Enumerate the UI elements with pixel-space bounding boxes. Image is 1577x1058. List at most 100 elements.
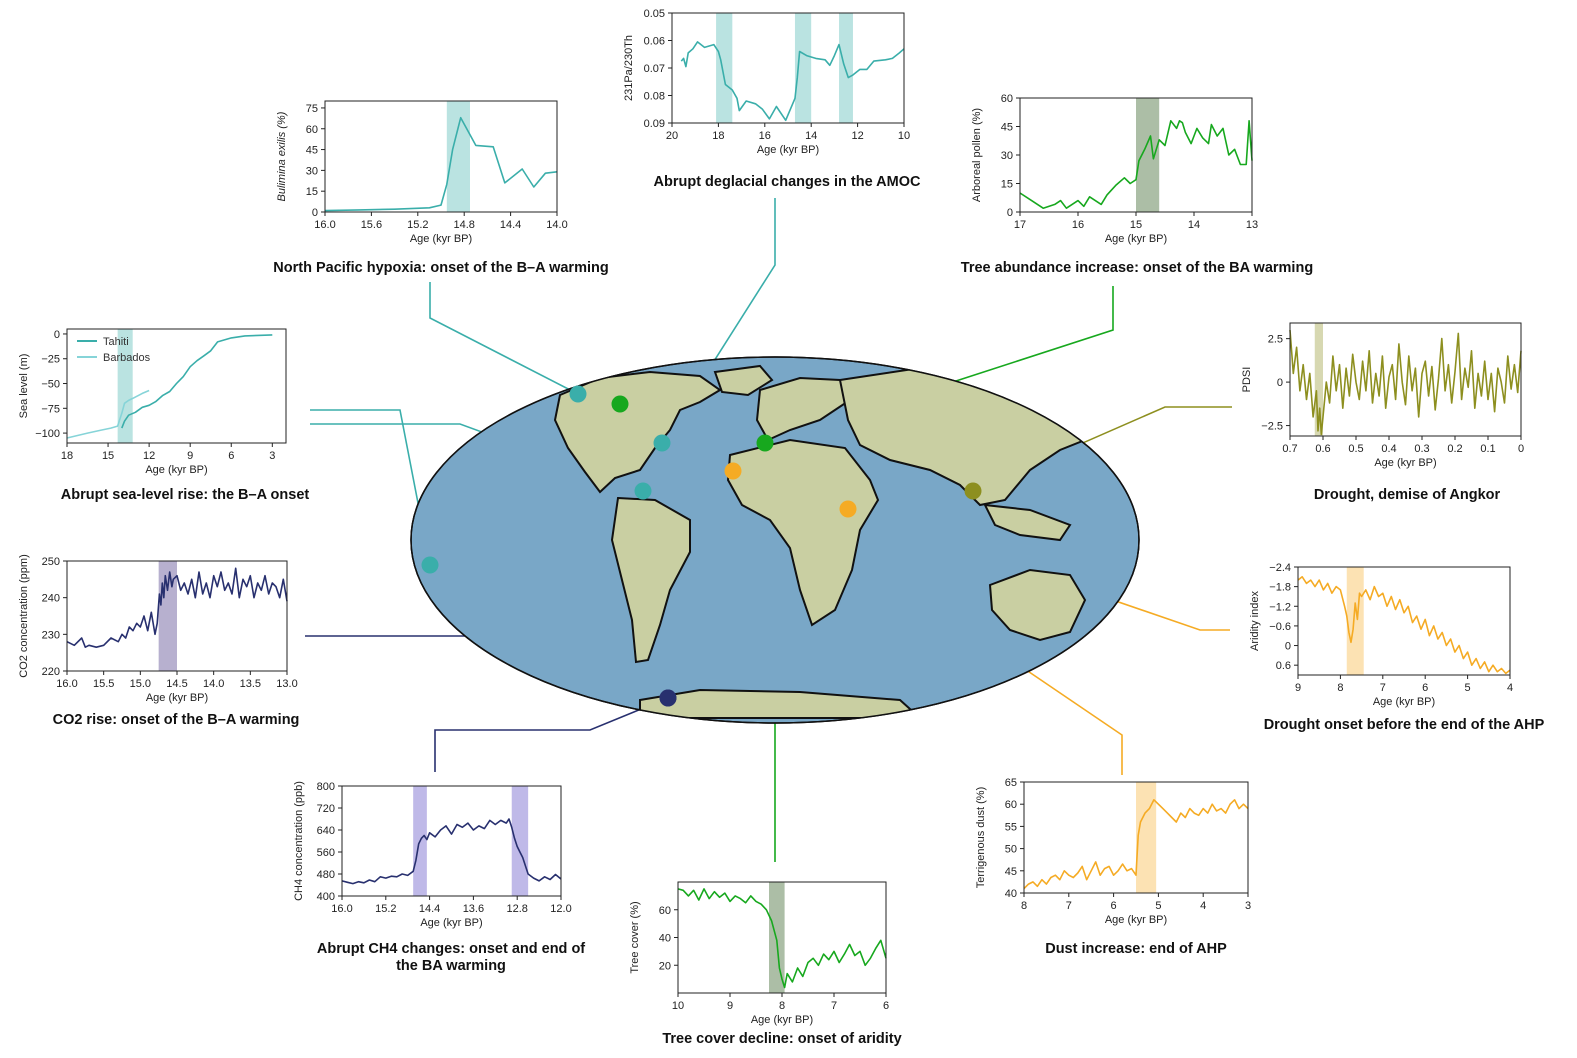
x-tick-label: 0.2: [1447, 443, 1462, 455]
y-tick-label: 60: [659, 905, 671, 917]
site-marker-pdsi: [964, 482, 982, 500]
y-tick-label: 220: [42, 666, 60, 678]
x-tick-label: 14: [805, 130, 817, 142]
connector-bulimina: [429, 282, 579, 395]
y-tick-label: −1.2: [1269, 601, 1291, 613]
x-tick-label: 3: [269, 450, 275, 462]
panel-title: North Pacific hypoxia: onset of the B–A …: [273, 260, 608, 276]
panel-title: Tree cover decline: onset of aridity: [662, 1031, 901, 1047]
chart-amoc: 20 18 16 14 12 10 0.05 0.06 0.07 0.08 0.09 Age (kyr…: [623, 8, 921, 190]
x-tick-label: 12.0: [550, 903, 571, 915]
x-tick-label: 16: [759, 130, 771, 142]
x-axis-label: Age (kyr BP): [1374, 457, 1436, 469]
site-marker-pollen: [756, 434, 774, 452]
panel-title: Dust increase: end of AHP: [1045, 941, 1227, 957]
x-tick-label: 7: [1066, 900, 1072, 912]
landmass-greenland: [713, 364, 774, 397]
x-tick-label: 8: [1337, 682, 1343, 694]
x-tick-label: 5: [1465, 682, 1471, 694]
y-tick-label: 0.6: [1276, 660, 1291, 672]
x-axis-label: Age (kyr BP): [410, 233, 472, 245]
x-tick-label: 16.0: [314, 219, 335, 231]
y-axis-label: Bulimina exilis (%): [276, 111, 288, 201]
legend-entry: Tahiti: [103, 336, 129, 348]
panel-title: Drought onset before the end of the AHP: [1264, 717, 1545, 733]
x-tick-label: 9: [187, 450, 193, 462]
x-tick-label: 6: [1422, 682, 1428, 694]
shaded-band: [1346, 567, 1364, 675]
y-tick-label: 0.09: [644, 118, 665, 130]
y-tick-label: 560: [317, 847, 335, 859]
x-tick-label: 18: [712, 130, 724, 142]
y-tick-label: 0.08: [644, 91, 665, 103]
y-tick-label: 800: [317, 781, 335, 793]
y-tick-label: −1.8: [1269, 582, 1291, 594]
y-tick-label: 230: [42, 629, 60, 641]
panel-title: Drought, demise of Angkor: [1314, 487, 1501, 503]
x-tick-label: 7: [831, 1000, 837, 1012]
y-tick-label: 60: [1001, 93, 1013, 105]
x-tick-label: 15.0: [130, 678, 151, 690]
y-tick-label: −25: [41, 354, 60, 366]
chart-bulimina: 16.0 15.6 15.2 14.8 14.4 14.0 0 15 30 45 60 75 Age (…: [273, 100, 609, 276]
series-line-0: [1019, 120, 1253, 209]
x-axis-label: Age (kyr BP): [1105, 914, 1167, 926]
series-line-0: [66, 567, 288, 649]
x-tick-label: 12: [851, 130, 863, 142]
x-tick-label: 15.5: [93, 678, 114, 690]
chart-ch4: 16.0 15.2 14.4 13.6 12.8 12.0 400 480 560 640 720 8…: [293, 781, 585, 974]
x-tick-label: 14.0: [203, 678, 224, 690]
shaded-band: [794, 13, 812, 123]
x-tick-label: 16.0: [56, 678, 77, 690]
shaded-band: [1136, 782, 1157, 893]
x-tick-label: 9: [1295, 682, 1301, 694]
x-tick-label: 14.5: [166, 678, 187, 690]
plot-frame: [324, 100, 558, 213]
landmass-south-america: [610, 496, 691, 664]
x-tick-label: 17: [1014, 219, 1026, 231]
y-tick-label: 75: [306, 103, 318, 115]
x-tick-label: 10: [672, 1000, 684, 1012]
panel-title: Abrupt deglacial changes in the AMOC: [654, 174, 921, 190]
y-axis-label: Arboreal pollen (%): [971, 108, 983, 202]
x-tick-label: 16.0: [331, 903, 352, 915]
series-line-tahiti: [121, 334, 273, 429]
y-tick-label: 30: [1001, 150, 1013, 162]
y-tick-label: 400: [317, 891, 335, 903]
shaded-band: [446, 101, 470, 212]
x-tick-label: 0.6: [1315, 443, 1330, 455]
landmass-africa: [726, 438, 880, 627]
y-tick-label: −75: [41, 403, 60, 415]
panel-title-line2: the BA warming: [396, 958, 506, 974]
series-line-0: [341, 818, 562, 885]
site-marker-sealevel_barbados: [634, 482, 652, 500]
y-tick-label: 50: [1005, 844, 1017, 856]
plot-frame: [1289, 322, 1522, 437]
y-tick-label: −2.4: [1269, 562, 1291, 574]
x-axis-label: Age (kyr BP): [751, 1014, 813, 1026]
x-tick-label: 14.0: [546, 219, 567, 231]
x-tick-label: 5: [1155, 900, 1161, 912]
x-tick-label: 10: [898, 130, 910, 142]
x-tick-label: 9: [727, 1000, 733, 1012]
y-tick-label: 0: [312, 207, 318, 219]
x-axis-label: Age (kyr BP): [420, 917, 482, 929]
x-tick-label: 15.6: [361, 219, 382, 231]
plot-frame: [341, 785, 562, 897]
series-line-0: [1289, 329, 1522, 436]
series-line-0: [324, 116, 558, 212]
x-tick-label: 12.8: [506, 903, 527, 915]
panel-title: Tree abundance increase: onset of the BA…: [961, 260, 1313, 276]
y-tick-label: 55: [1005, 821, 1017, 833]
y-tick-label: 15: [306, 186, 318, 198]
x-axis-label: Age (kyr BP): [1105, 233, 1167, 245]
x-tick-label: 16: [1072, 219, 1084, 231]
landmass-europe: [755, 376, 852, 442]
x-axis-label: Age (kyr BP): [145, 464, 207, 476]
y-axis-label: Terrigenous dust (%): [975, 787, 987, 889]
series-line-0: [1023, 798, 1249, 890]
panel-title: Abrupt CH4 changes: onset and end of: [317, 941, 585, 957]
